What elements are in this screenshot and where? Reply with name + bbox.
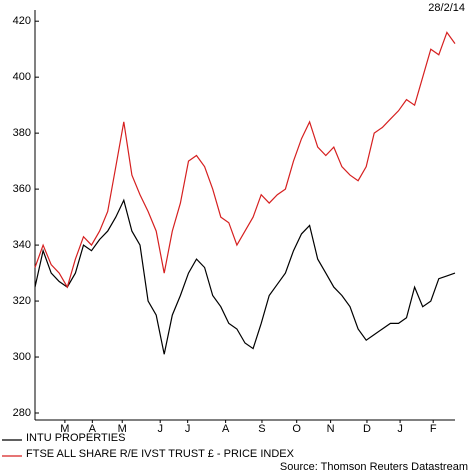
x-tick-label: D	[363, 423, 371, 435]
source: Source: Thomson Reuters Datastream	[280, 461, 468, 473]
legend-label: FTSE ALL SHARE R/E IVST TRUST £ - PRICE …	[26, 448, 295, 460]
y-tick-label: 320	[13, 295, 31, 307]
y-tick-label: 420	[13, 15, 31, 27]
x-tick-label: J	[185, 423, 191, 435]
x-tick-label: J	[157, 423, 163, 435]
x-tick-label: M	[118, 423, 127, 435]
series-line	[34, 198, 456, 355]
y-tick-label: 280	[13, 407, 31, 419]
x-tick-label: M	[60, 423, 69, 435]
x-tick-label: O	[292, 423, 301, 435]
legend-label: INTU PROPERTIES	[26, 432, 125, 444]
y-tick-label: 380	[13, 127, 31, 139]
x-tick-label: A	[222, 423, 230, 435]
date-label: 28/2/14	[428, 2, 465, 14]
y-tick-label: 400	[13, 71, 31, 83]
x-tick-label: A	[89, 423, 97, 435]
y-tick-label: 360	[13, 183, 31, 195]
x-tick-label: N	[327, 423, 335, 435]
series-line	[34, 31, 456, 289]
x-tick-label: J	[397, 423, 403, 435]
x-tick-label: F	[430, 423, 437, 435]
y-tick-label: 340	[13, 239, 31, 251]
x-tick-label: S	[258, 423, 265, 435]
y-tick-label: 300	[13, 351, 31, 363]
